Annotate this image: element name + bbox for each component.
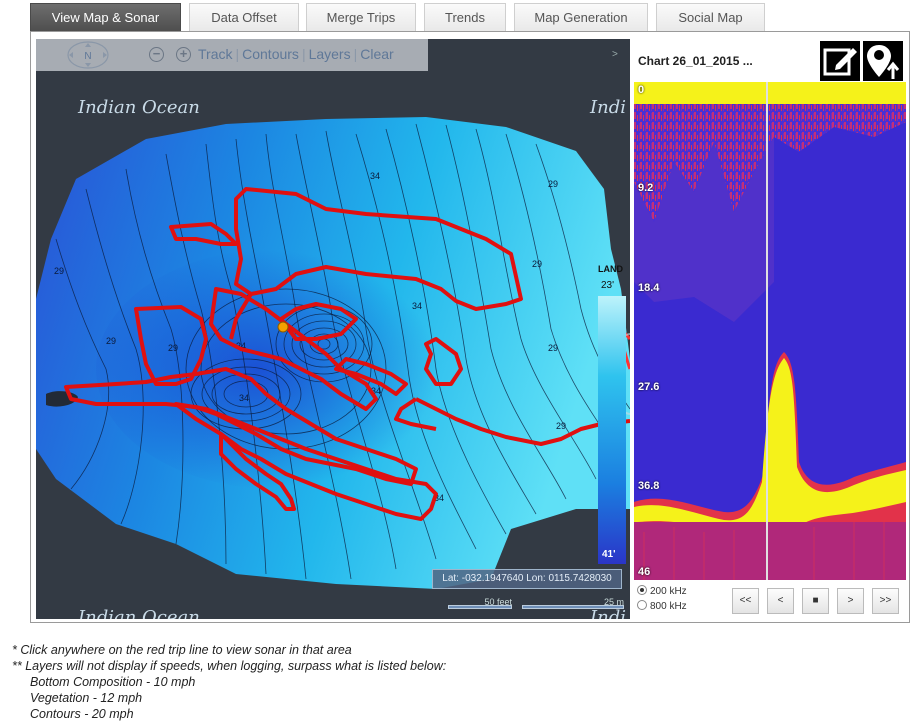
coordinate-readout: Lat: -032.1947640 Lon: 0115.7428030 xyxy=(432,569,622,589)
track-link[interactable]: Track xyxy=(198,46,233,62)
contour-label: 29 xyxy=(548,179,558,189)
ocean-label: Indian Ocean xyxy=(78,607,200,619)
depth-legend: LAND 23' 41' xyxy=(596,264,628,564)
radio-icon[interactable] xyxy=(637,585,647,595)
layers-link[interactable]: Layers xyxy=(308,46,351,62)
position-marker[interactable] xyxy=(277,321,289,333)
separator: | xyxy=(235,46,240,62)
contour-label: 29 xyxy=(532,259,542,269)
contour-label: 34 xyxy=(236,341,246,351)
depth-label: 18.4 xyxy=(638,282,660,294)
contour-label: 34 xyxy=(371,386,381,396)
frequency-200khz-radio[interactable]: 200 kHz xyxy=(637,585,687,597)
tab-trends[interactable]: Trends xyxy=(424,3,506,31)
zoom-in-icon[interactable]: + xyxy=(176,47,191,62)
note-line: * Click anywhere on the red trip line to… xyxy=(12,643,352,657)
contour-label: 29 xyxy=(168,343,178,353)
map-toolbar: N − + Track | Contours | Layers | Clear xyxy=(36,39,428,71)
ocean-label: Indian Ocean xyxy=(78,97,200,118)
ocean-label: Indi xyxy=(590,97,626,118)
tab-data-offset[interactable]: Data Offset xyxy=(189,3,299,31)
contour-label: 34 xyxy=(434,493,444,503)
sonar-last-button[interactable]: >> xyxy=(872,588,899,614)
tab-view-map-sonar[interactable]: View Map & Sonar xyxy=(30,3,181,31)
footnotes: * Click anywhere on the red trip line to… xyxy=(12,642,446,722)
note-line: ** Layers will not display if speeds, wh… xyxy=(12,659,447,673)
contour-label: 34 xyxy=(239,393,249,403)
legend-top-value: 23' xyxy=(601,280,615,291)
map-layer-links: Track | Contours | Layers | Clear xyxy=(198,46,394,62)
map-panel[interactable]: 34 29 29 29 34 29 29 34 34 29 29 34 34 xyxy=(36,39,630,619)
depth-label: 27.6 xyxy=(638,381,660,393)
radio-icon[interactable] xyxy=(637,600,647,610)
scale-feet-label: 50 feet xyxy=(484,597,512,607)
contour-label: 34 xyxy=(412,301,422,311)
clear-link[interactable]: Clear xyxy=(360,46,394,62)
tab-social-map[interactable]: Social Map xyxy=(656,3,765,31)
frequency-label: 200 kHz xyxy=(650,586,687,597)
edit-icon[interactable] xyxy=(820,41,860,81)
contour-label: 29 xyxy=(106,336,116,346)
compass-north-label: N xyxy=(84,51,91,62)
separator: | xyxy=(301,46,306,62)
legend-color-bar xyxy=(598,296,626,564)
contour-label: 29 xyxy=(54,266,64,276)
note-line: Bottom Composition - 10 mph xyxy=(30,675,196,689)
depth-label: 46 xyxy=(638,566,651,578)
contour-label: 34 xyxy=(370,171,380,181)
sonar-first-button[interactable]: << xyxy=(732,588,759,614)
separator: | xyxy=(353,46,358,62)
zoom-out-icon[interactable]: − xyxy=(149,47,164,62)
tab-map-generation[interactable]: Map Generation xyxy=(514,3,648,31)
contour-label: 29 xyxy=(548,343,558,353)
map-pin-upload-icon[interactable] xyxy=(863,41,903,81)
frequency-label: 800 kHz xyxy=(650,601,687,612)
legend-bottom-value: 41' xyxy=(602,549,616,560)
tab-merge-trips[interactable]: Merge Trips xyxy=(306,3,416,31)
contour-label: 29 xyxy=(556,421,566,431)
legend-land-label: LAND xyxy=(598,264,623,274)
frequency-800khz-radio[interactable]: 800 kHz xyxy=(637,600,687,612)
sonar-prev-button[interactable]: < xyxy=(767,588,794,614)
tab-bar: View Map & Sonar Data Offset Merge Trips… xyxy=(30,3,770,31)
contours-link[interactable]: Contours xyxy=(242,46,299,62)
scale-bar-feet: 50 feet xyxy=(448,597,512,609)
sonar-image[interactable] xyxy=(634,82,906,580)
sonar-stop-button[interactable]: ■ xyxy=(802,588,829,614)
compass-pan-control[interactable]: N xyxy=(66,41,110,69)
sonar-chart-title: Chart 26_01_2015 ... xyxy=(638,54,753,68)
sonar-chart[interactable]: 0 9.2 18.4 27.6 36.8 46 xyxy=(634,82,906,580)
scale-bar-meters: 25 m xyxy=(522,597,624,609)
note-line: Contours - 20 mph xyxy=(30,707,134,721)
note-line: Vegetation - 12 mph xyxy=(30,691,143,705)
collapse-panel-icon[interactable]: > xyxy=(612,49,618,60)
depth-label: 36.8 xyxy=(638,480,660,492)
sonar-next-button[interactable]: > xyxy=(837,588,864,614)
depth-label: 0 xyxy=(638,84,645,96)
scale-m-label: 25 m xyxy=(603,597,624,607)
map-canvas[interactable]: 34 29 29 29 34 29 29 34 34 29 29 34 34 xyxy=(36,39,630,619)
contour-labels: 34 29 29 29 34 29 29 34 34 29 29 34 34 xyxy=(54,171,566,503)
ocean-label: Indi xyxy=(590,607,626,619)
depth-label: 9.2 xyxy=(638,182,654,194)
